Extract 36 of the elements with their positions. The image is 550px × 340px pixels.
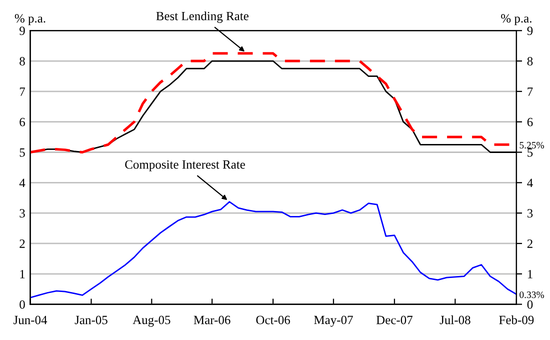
y-axis-title: % p.a.	[14, 14, 46, 26]
line-series	[30, 201, 516, 298]
y2-tick-label: 1	[528, 270, 532, 278]
x-tick-label: Jul-08	[440, 315, 470, 324]
y-tick-label: 9	[20, 26, 25, 36]
y-tick-label: 3	[20, 209, 25, 218]
y-tick-label: 2	[20, 240, 25, 248]
x-tick-label: Jun-04	[14, 316, 48, 324]
y-tick-label: 1	[20, 270, 25, 278]
x-tick-label: Feb-09	[499, 315, 534, 324]
data-label: 5.25%	[520, 142, 544, 149]
y2-tick-label: 8	[527, 57, 533, 66]
y2-tick-label: 7	[528, 88, 533, 96]
y2-tick-label: 6	[527, 118, 533, 126]
x-tick-label: Mar-06	[194, 316, 230, 324]
y-tick-label: 0	[20, 300, 25, 309]
y2-tick-label: 4	[527, 178, 533, 187]
y2-tick-label: 5	[528, 148, 533, 157]
annotation: Composite Interest Rate	[125, 160, 245, 172]
x-tick-label: Aug-05	[132, 316, 170, 327]
y2-tick-label: 0	[527, 300, 533, 309]
y-tick-label: 6	[20, 118, 26, 126]
y2-tick-label: 2	[527, 240, 532, 248]
y-tick-label: 5	[20, 148, 25, 157]
x-tick-label: Oct-06	[256, 316, 290, 324]
x-tick-label: Jan-05	[74, 316, 108, 324]
annotation: Best Lending Rate	[156, 11, 248, 23]
x-tick-label: Dec-07	[376, 316, 413, 324]
y-tick-label: 7	[20, 88, 26, 96]
y-tick-label: 4	[19, 178, 26, 187]
y2-axis-title: % p.a.	[501, 14, 532, 26]
data-label: 0.33%	[520, 292, 544, 298]
y2-tick-label: 9	[527, 26, 533, 36]
y-tick-label: 8	[20, 57, 25, 66]
y2-tick-label: 3	[527, 209, 533, 218]
x-tick-label: May-07	[314, 316, 353, 327]
